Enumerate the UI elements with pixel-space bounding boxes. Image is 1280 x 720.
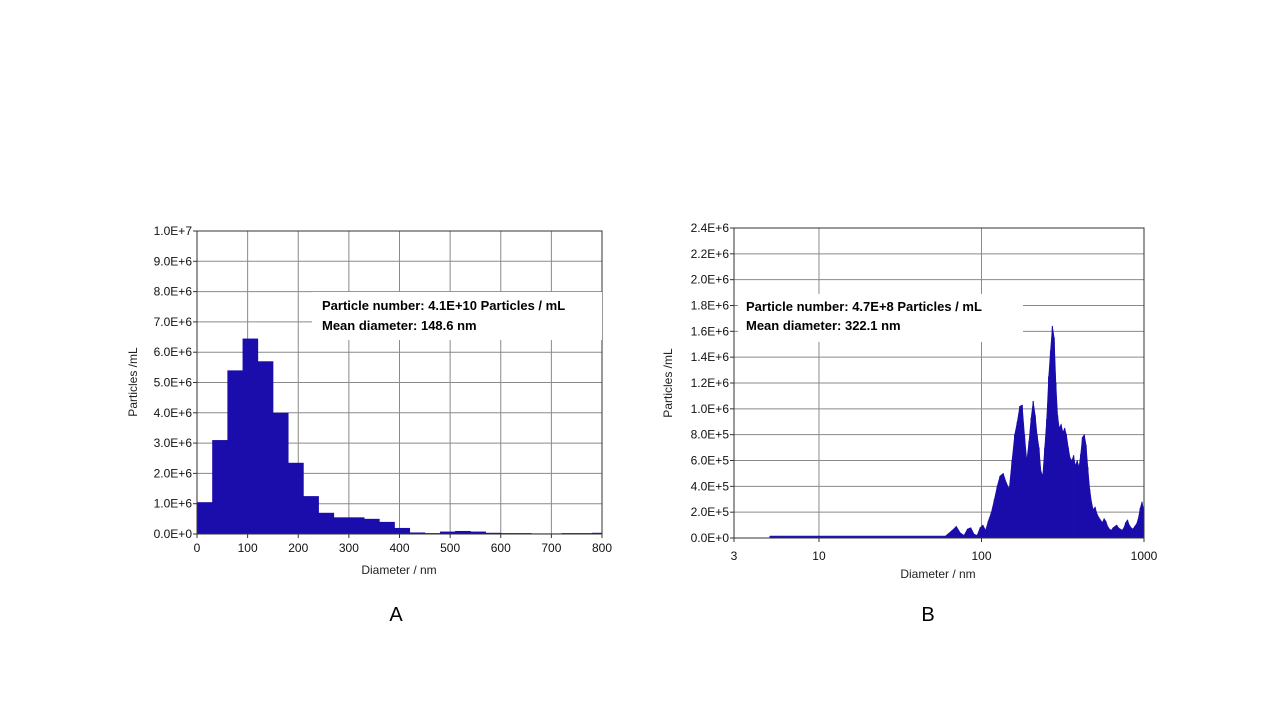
- panel-a-bar: [364, 518, 380, 534]
- panel-b-x-ticks: 3 10 100 1000: [731, 538, 1158, 563]
- panel-b-y-tick-label: 2.0E+6: [691, 273, 730, 287]
- panel-a-chart: 0.0E+0 1.0E+6 2.0E+6 3.0E+6 4.0E+6 5.0E+6 6.0E…: [126, 224, 612, 626]
- panel-a-mean-diameter: Mean diameter: 148.6 nm: [322, 318, 477, 333]
- panel-a-bar: [485, 532, 502, 534]
- panel-b-mean-diameter: Mean diameter: 322.1 nm: [746, 318, 901, 333]
- panel-b-x-axis-title: Diameter / nm: [900, 567, 975, 581]
- panel-a-bar: [288, 462, 304, 534]
- panel-b-y-tick-label: 2.2E+6: [691, 247, 730, 261]
- panel-a-annotation-box: [312, 292, 602, 340]
- panel-a-bar: [409, 532, 426, 534]
- panel-a-bar: [257, 361, 274, 534]
- panel-a-label: A: [389, 604, 403, 626]
- panel-a-bar: [333, 517, 350, 534]
- panel-b-label: B: [921, 604, 934, 626]
- panel-a-x-tick-label: 200: [288, 541, 308, 555]
- panel-a-bar: [303, 496, 319, 534]
- panel-a-bar: [272, 412, 289, 534]
- panel-a-bar: [197, 502, 213, 534]
- panel-a-x-tick-label: 800: [592, 541, 612, 555]
- panel-a-y-tick-label: 5.0E+6: [154, 376, 193, 390]
- panel-b-y-ticks: 0.0E+0 2.0E+5 4.0E+5 6.0E+5 8.0E+5 1.0E+6 1.2E…: [691, 221, 734, 545]
- panel-b-y-axis-title: Particles /mL: [661, 348, 675, 418]
- panel-a-x-tick-label: 500: [440, 541, 460, 555]
- panel-a-y-tick-label: 9.0E+6: [154, 254, 193, 268]
- panel-a-bar: [591, 532, 603, 534]
- panel-a-bar: [242, 338, 259, 534]
- panel-a-y-tick-label: 1.0E+7: [154, 224, 193, 238]
- panel-b-y-tick-label: 1.2E+6: [691, 376, 730, 390]
- panel-b-bars: [769, 326, 1145, 539]
- panel-b-chart: 0.0E+0 2.0E+5 4.0E+5 6.0E+5 8.0E+5 1.0E+6 1.2E…: [661, 221, 1158, 626]
- panel-a-y-tick-label: 6.0E+6: [154, 345, 193, 359]
- panel-a-x-tick-label: 600: [491, 541, 511, 555]
- panel-b-y-tick-label: 1.8E+6: [691, 299, 730, 313]
- panel-a-y-tick-label: 4.0E+6: [154, 406, 193, 420]
- panel-b-x-tick-label: 100: [971, 549, 991, 563]
- panel-a-y-axis-title: Particles /mL: [126, 347, 140, 417]
- panel-a-bar: [212, 440, 228, 534]
- panel-a-bar: [379, 521, 395, 534]
- panel-a-x-axis-title: Diameter / nm: [361, 563, 436, 577]
- panel-a-bar: [318, 512, 335, 534]
- panel-b-y-tick-label: 0.0E+0: [691, 531, 730, 545]
- panel-a-particle-number: Particle number: 4.1E+10 Particles / mL: [322, 298, 565, 313]
- panel-a-x-tick-label: 0: [194, 541, 201, 555]
- panel-b-y-tick-label: 1.4E+6: [691, 350, 730, 364]
- panel-b-x-tick-label: 3: [731, 549, 738, 563]
- panel-b-y-tick-label: 1.6E+6: [691, 324, 730, 338]
- panel-b-y-tick-label: 2.4E+6: [691, 221, 730, 235]
- panel-a-y-tick-label: 0.0E+0: [154, 527, 193, 541]
- panel-a-bar: [394, 527, 411, 534]
- panel-a-y-tick-label: 2.0E+6: [154, 466, 193, 480]
- panel-b-x-tick-label: 10: [812, 549, 826, 563]
- panel-b-y-tick-label: 1.0E+6: [691, 402, 730, 416]
- panel-b-annotation-box: [738, 294, 1023, 342]
- panel-a-bar: [227, 370, 243, 534]
- panel-a-bar: [455, 530, 471, 534]
- panel-b-y-tick-label: 4.0E+5: [691, 479, 730, 493]
- panel-a-bars: [197, 338, 603, 534]
- panel-a-x-tick-label: 400: [389, 541, 409, 555]
- panel-a-x-tick-label: 700: [541, 541, 561, 555]
- panel-b-y-tick-label: 6.0E+5: [691, 454, 730, 468]
- panel-a-y-tick-label: 3.0E+6: [154, 436, 193, 450]
- panel-a-y-ticks: 0.0E+0 1.0E+6 2.0E+6 3.0E+6 4.0E+6 5.0E+6 6.0E…: [154, 224, 197, 541]
- panel-b-particle-number: Particle number: 4.7E+8 Particles / mL: [746, 299, 982, 314]
- panel-a-y-tick-label: 7.0E+6: [154, 315, 193, 329]
- panel-b-y-tick-label: 2.0E+5: [691, 505, 730, 519]
- panel-a-y-tick-label: 1.0E+6: [154, 497, 193, 511]
- panel-a-x-tick-label: 300: [339, 541, 359, 555]
- panel-b-y-tick-label: 8.0E+5: [691, 428, 730, 442]
- panel-a-y-tick-label: 8.0E+6: [154, 285, 193, 299]
- panel-a-x-ticks: 0 100 200 300 400 500 600 700 800: [194, 534, 612, 555]
- panel-a-bar: [470, 531, 486, 534]
- panel-b-x-tick-label: 1000: [1131, 549, 1158, 563]
- panel-a-bar: [348, 517, 365, 534]
- panel-a-bar: [440, 531, 456, 534]
- panel-a-x-tick-label: 100: [238, 541, 258, 555]
